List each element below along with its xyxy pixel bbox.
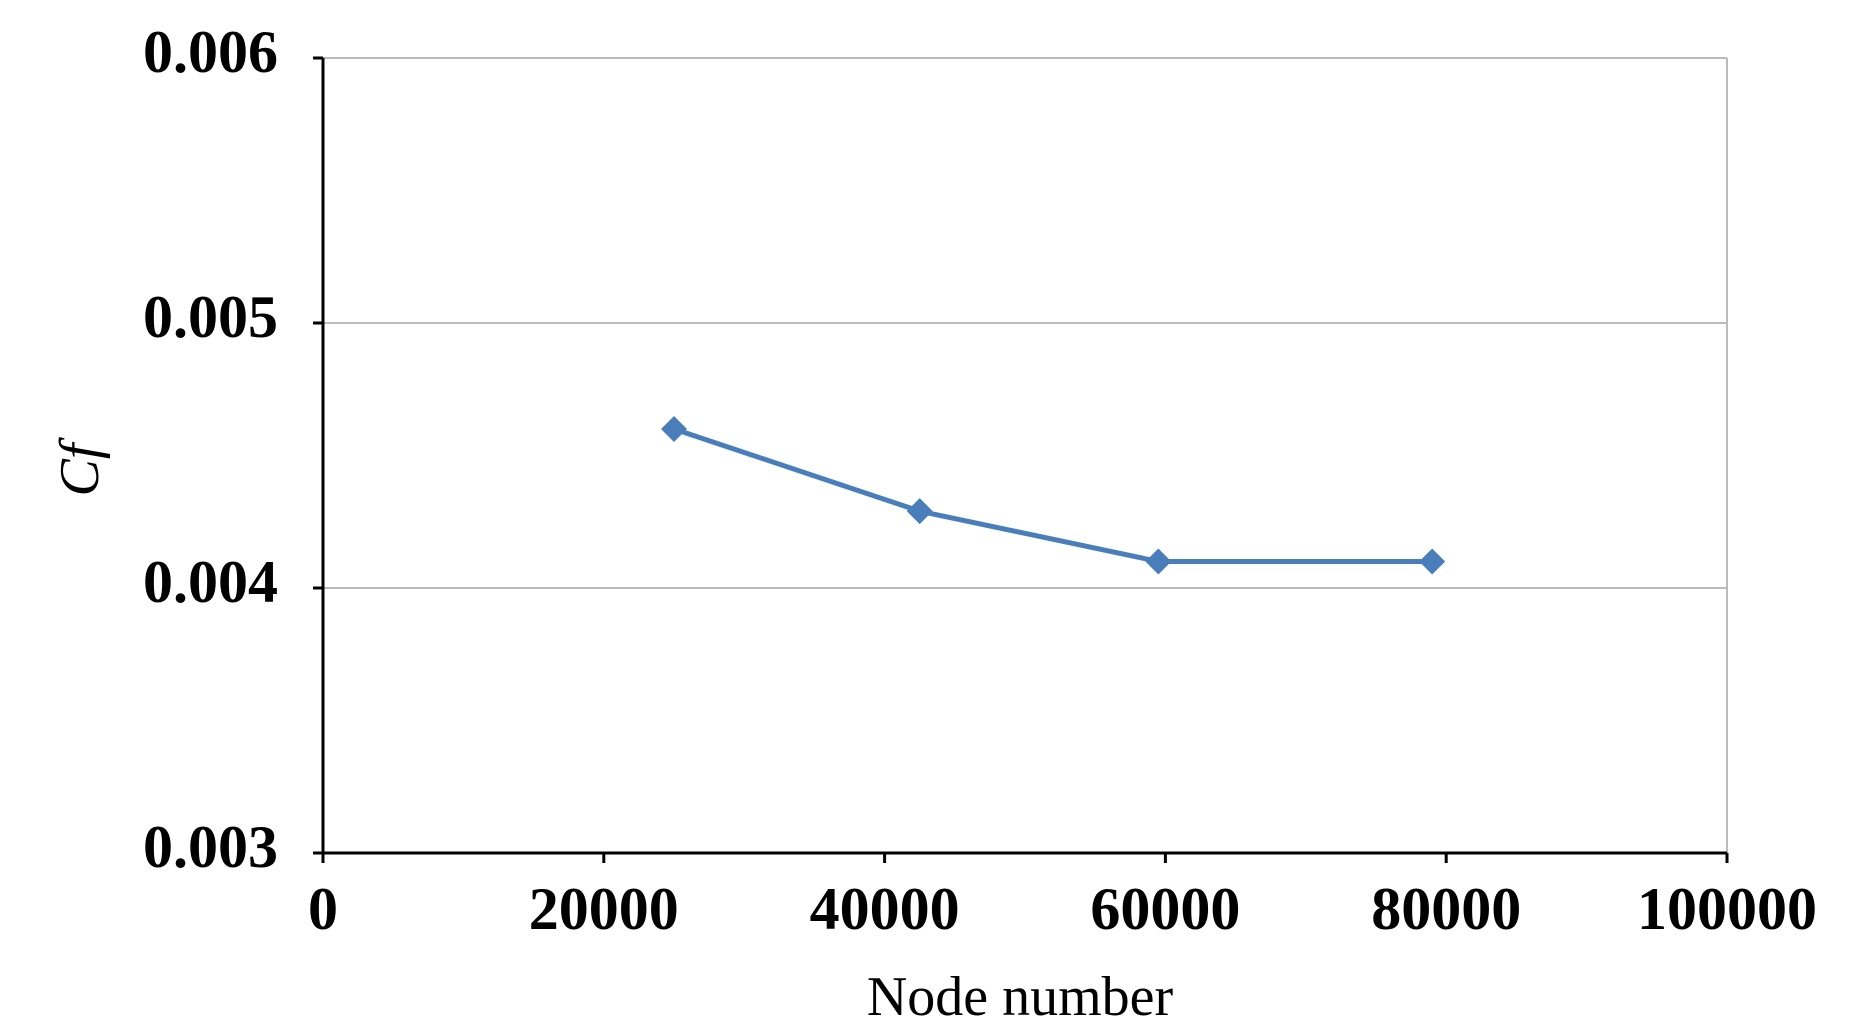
marker	[906, 498, 933, 525]
x-tick-label: 100000	[1637, 876, 1817, 942]
x-tick-label: 40000	[810, 876, 960, 942]
y-tick-label: 0.005	[143, 284, 278, 350]
y-tick-label: 0.004	[143, 549, 278, 615]
x-axis-label: Node number	[867, 966, 1174, 1028]
y-tick-label: 0.006	[143, 19, 278, 85]
x-tick-label: 80000	[1371, 876, 1521, 942]
y-axis-label: Cf	[49, 436, 111, 496]
y-tick-label: 0.003	[143, 814, 278, 880]
series-line	[673, 426, 1433, 564]
x-tick-label: 20000	[529, 876, 679, 942]
marker	[1145, 548, 1172, 575]
marker	[661, 416, 687, 442]
marker	[1419, 548, 1446, 575]
x-tick-label: 60000	[1090, 876, 1240, 942]
x-tick-label: 0	[308, 876, 338, 942]
